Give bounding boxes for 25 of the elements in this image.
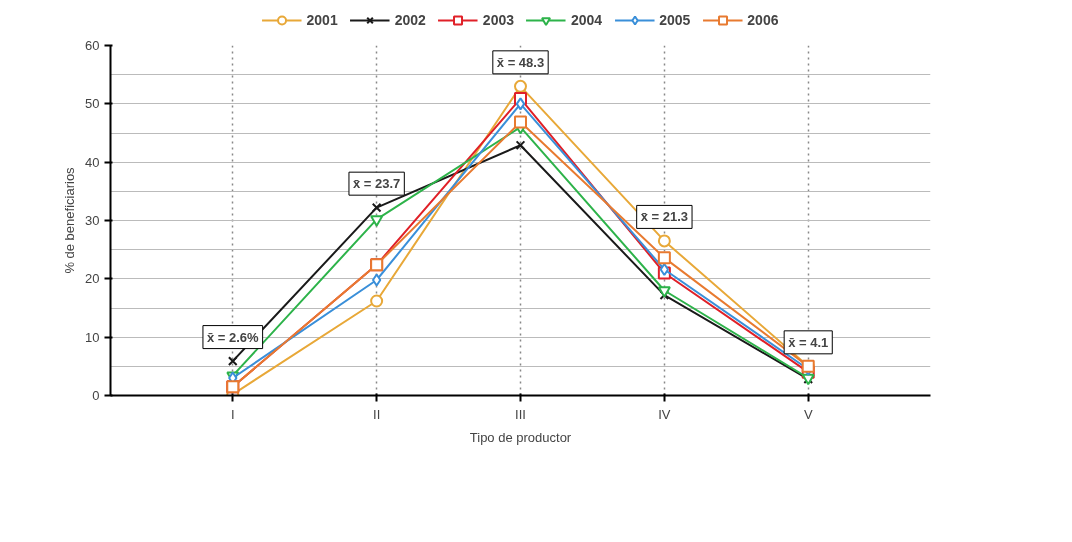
legend-label: 2002 [394,12,426,28]
x-tick-label: I [230,406,235,422]
annotation: x̄ = 2.6% [206,329,260,345]
annotation: x̄ = 23.7 [352,176,401,192]
x-tick-label: II [373,406,381,422]
y-tick-label: 30 [85,213,100,228]
legend-label: 2005 [659,12,691,28]
legend-label: 2006 [747,12,779,28]
y-tick-label: 50 [85,96,100,112]
x-axis-title: Tipo de productor [469,429,572,445]
x-tick-label: III [515,406,526,422]
y-tick-label: 40 [85,154,100,170]
annotation: x̄ = 4.1 [788,334,829,350]
y-tick-label: 0 [92,388,100,403]
y-tick-label: 60 [85,38,100,53]
x-tick-label: V [803,406,813,422]
x-tick-label: IV [658,406,671,422]
legend-label: 2001 [306,12,338,28]
y-tick-label: 10 [85,329,100,345]
annotation: x̄ = 21.3 [640,209,689,225]
annotation: x̄ = 48.3 [496,54,545,70]
y-axis-title: % de beneficiarios [62,166,78,274]
legend-label: 2004 [571,12,603,28]
legend-label: 2003 [482,12,514,28]
y-tick-label: 20 [85,271,100,287]
